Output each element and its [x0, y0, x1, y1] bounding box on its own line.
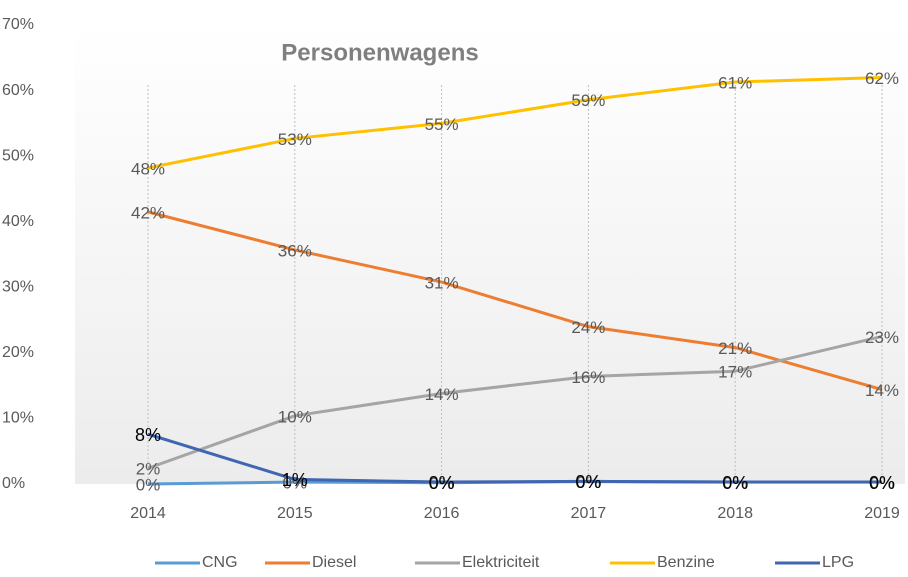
data-label: 48% [131, 159, 165, 178]
data-label: 0% [722, 473, 748, 493]
x-tick-label: 2018 [717, 505, 753, 522]
data-label: 14% [865, 381, 899, 400]
data-label: 21% [718, 339, 752, 358]
y-tick-label: 20% [2, 344, 34, 361]
data-label: 59% [571, 91, 605, 110]
data-label: 31% [425, 274, 459, 293]
x-tick-label: 2015 [277, 505, 313, 522]
chart-title: Personenwagens [281, 39, 478, 66]
plot-area [75, 25, 905, 484]
data-label: 0% [136, 475, 161, 494]
data-label: 42% [131, 203, 165, 222]
data-label: 14% [425, 385, 459, 404]
data-label: 0% [723, 474, 748, 493]
data-label: 55% [425, 115, 459, 134]
data-label: 17% [718, 363, 752, 382]
legend-label: LPG [822, 554, 854, 571]
legend-label: CNG [202, 554, 238, 571]
series-line [147, 432, 882, 484]
data-label: 10% [278, 407, 312, 426]
y-tick-label: 60% [2, 82, 34, 99]
y-tick-label: 0% [2, 475, 25, 492]
series-line [147, 75, 883, 170]
data-label: 8% [135, 425, 161, 445]
x-tick-label: 2014 [130, 505, 166, 522]
data-label: 36% [278, 241, 312, 260]
data-label: 0% [429, 474, 454, 493]
y-tick-label: 10% [2, 410, 34, 427]
y-tick-label: 40% [2, 213, 34, 230]
data-label: 62% [865, 69, 899, 88]
data-label: 16% [571, 368, 605, 387]
data-label: 0% [429, 473, 455, 493]
data-label: 0% [870, 474, 895, 493]
legend-label: Benzine [657, 554, 715, 571]
data-label: 0% [283, 474, 308, 493]
data-label: 0% [576, 473, 601, 492]
legend-label: Elektriciteit [462, 554, 540, 571]
data-label: 23% [865, 328, 899, 347]
data-label: 53% [278, 130, 312, 149]
data-label: 0% [575, 472, 601, 492]
series-line [147, 335, 883, 470]
data-label: 61% [718, 74, 752, 93]
series-line [147, 210, 883, 392]
data-label: 24% [571, 318, 605, 337]
legend-label: Diesel [312, 554, 356, 571]
y-tick-label: 70% [2, 16, 34, 33]
x-tick-label: 2019 [864, 505, 900, 522]
data-label: 0% [869, 473, 895, 493]
x-tick-label: 2016 [424, 505, 460, 522]
x-tick-label: 2017 [571, 505, 607, 522]
y-tick-label: 30% [2, 279, 34, 296]
data-label: 2% [136, 460, 161, 479]
y-tick-label: 50% [2, 147, 34, 164]
data-label: 1% [282, 470, 308, 490]
